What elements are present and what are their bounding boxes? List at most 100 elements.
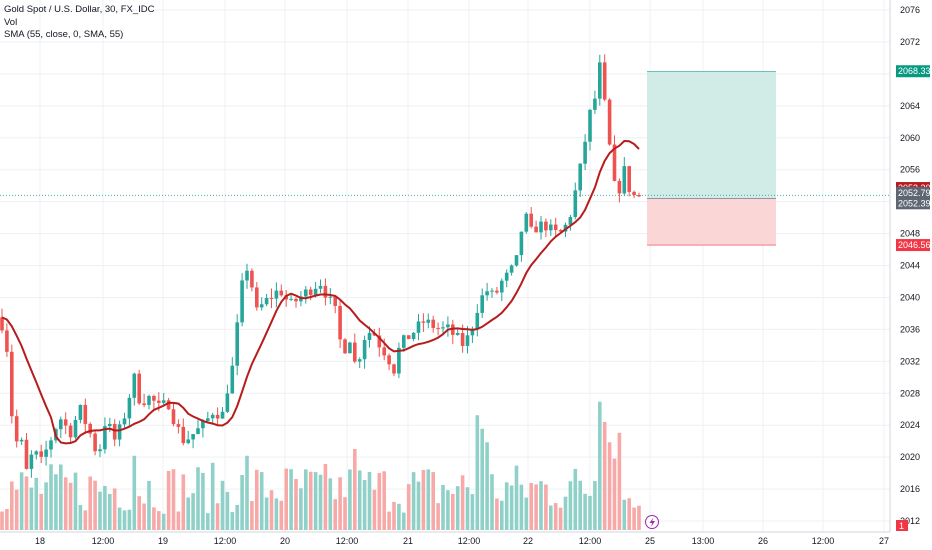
- volume-bar: [465, 487, 470, 530]
- candle-body: [289, 298, 293, 300]
- volume-bar: [568, 481, 573, 530]
- volume-bar: [10, 481, 14, 530]
- volume-bar: [612, 458, 617, 530]
- volume-bar: [480, 428, 484, 530]
- volume-bar: [549, 505, 553, 530]
- volume-bar: [495, 498, 499, 530]
- volume-bar: [402, 512, 406, 530]
- volume-bar: [201, 472, 205, 530]
- candle-body: [485, 291, 489, 296]
- x-tick-label: 18: [35, 536, 45, 546]
- x-tick-label: 27: [879, 536, 889, 546]
- candle-body: [137, 373, 141, 404]
- volume-bar: [240, 475, 244, 530]
- candle-body: [397, 347, 401, 374]
- candle-body: [255, 287, 259, 308]
- y-tick-label: 2012: [900, 516, 920, 526]
- volume-bar: [225, 491, 230, 530]
- candle-body: [166, 400, 171, 410]
- volume-bar: [578, 480, 582, 530]
- candle-body: [524, 213, 529, 232]
- candle-body: [19, 439, 24, 442]
- candle-body: [593, 98, 597, 110]
- stop-loss-zone[interactable]: [647, 198, 776, 246]
- volume-bar: [299, 488, 303, 530]
- sma-line: [1, 139, 640, 445]
- y-tick-label: 2056: [900, 165, 920, 175]
- candle-body: [59, 419, 63, 430]
- volume-bar: [558, 507, 563, 530]
- candle-body: [377, 335, 382, 348]
- volume-bar: [416, 481, 421, 530]
- volume-bar: [519, 484, 524, 530]
- x-tick-label: 20: [280, 536, 290, 546]
- sma-indicator-label[interactable]: SMA (55, close, 0, SMA, 55): [4, 29, 124, 40]
- candle-body: [44, 449, 48, 457]
- last-price-tag-text: 2052.79: [898, 188, 931, 198]
- lightning-icon[interactable]: [645, 515, 659, 529]
- candle-body: [402, 335, 406, 348]
- candle-body: [201, 420, 205, 429]
- volume-bar: [19, 472, 24, 530]
- candle-body: [578, 163, 582, 191]
- symbol-title[interactable]: Gold Spot / U.S. Dollar, 30, FX_IDC: [4, 4, 155, 15]
- entry-price-tag: [896, 197, 930, 210]
- volume-bar: [544, 484, 548, 530]
- volume-bar: [250, 501, 254, 530]
- candle-body: [382, 347, 386, 356]
- volume-bar: [44, 482, 48, 530]
- x-tick-label: 12:00: [214, 536, 237, 546]
- x-tick-label: 19: [158, 536, 168, 546]
- volume-bar: [431, 472, 435, 530]
- volume-bar: [470, 494, 475, 530]
- y-tick-label: 2044: [900, 261, 920, 271]
- volume-bar: [343, 497, 347, 530]
- profit-zone[interactable]: [647, 71, 776, 199]
- candle-body: [436, 327, 440, 329]
- volume-bar: [367, 471, 372, 530]
- candle-body: [607, 99, 612, 145]
- volume-indicator-label[interactable]: Vol: [4, 16, 18, 28]
- volume-bar: [24, 476, 29, 530]
- volume-bar: [617, 432, 622, 530]
- candle-body: [250, 270, 254, 288]
- x-tick-label: 12:00: [92, 536, 115, 546]
- volume-bar: [176, 511, 181, 530]
- candle-body: [504, 272, 509, 281]
- candle-body: [617, 180, 622, 194]
- volume-bar: [593, 481, 597, 530]
- volume-bar: [14, 489, 19, 530]
- candle-body: [387, 355, 391, 365]
- volume-bar: [353, 449, 357, 530]
- x-tick-label: 13:00: [692, 536, 715, 546]
- x-tick-label: 12:00: [812, 536, 835, 546]
- volume-bar: [5, 509, 9, 530]
- target-price-tag-text: 2068.33: [898, 66, 931, 76]
- candle-body: [24, 439, 29, 469]
- volume-bar: [348, 469, 352, 530]
- candle-body: [34, 451, 39, 455]
- candle-body: [362, 340, 367, 360]
- candle-body: [186, 439, 190, 444]
- candle-body: [63, 419, 68, 426]
- volume-bar: [235, 504, 239, 530]
- candle-body: [210, 414, 215, 419]
- candle-body: [83, 404, 88, 424]
- candle-body: [93, 433, 97, 452]
- volume-bar: [455, 486, 460, 530]
- volume-bar: [93, 480, 97, 530]
- candle-body: [215, 414, 220, 419]
- volume-bar: [362, 480, 367, 530]
- candle-body: [588, 109, 592, 142]
- candle-body: [323, 285, 328, 298]
- candle-body: [264, 297, 269, 305]
- candle-body: [127, 397, 132, 419]
- candle-body: [206, 418, 210, 421]
- candle-body: [78, 404, 83, 420]
- last-price-tag: [896, 186, 930, 199]
- volume-bar: [196, 467, 200, 530]
- volume-bar: [269, 490, 274, 530]
- volume-bar: [460, 475, 465, 530]
- candle-body: [235, 322, 239, 366]
